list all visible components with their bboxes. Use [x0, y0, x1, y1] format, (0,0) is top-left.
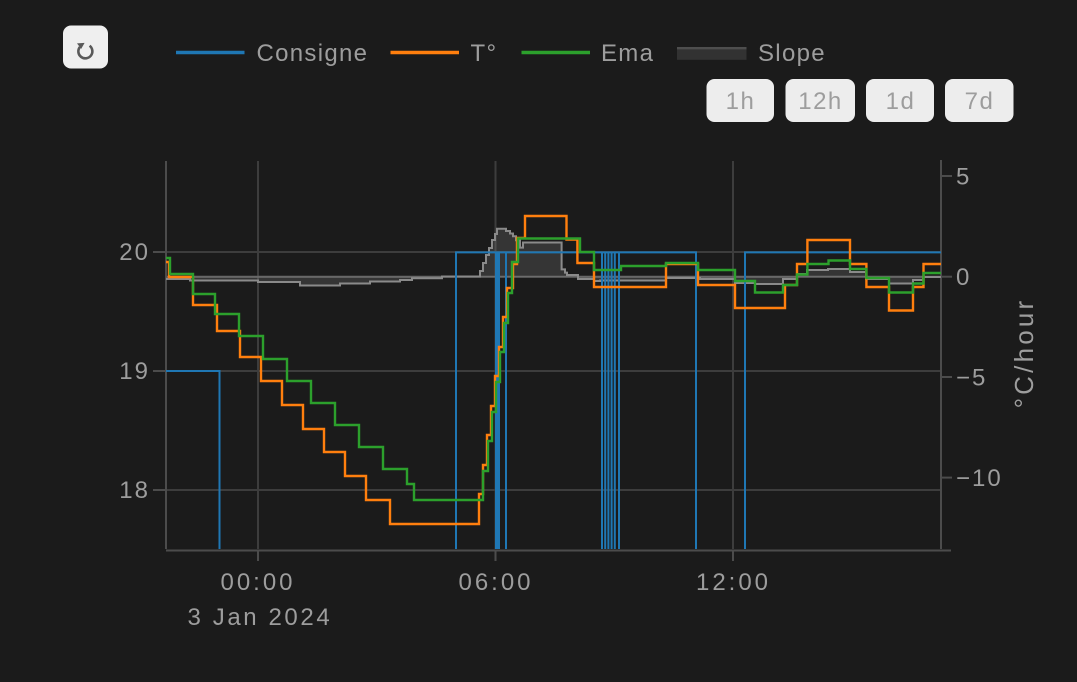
svg-text:0: 0 [956, 264, 971, 291]
svg-text:Slope: Slope [758, 40, 826, 67]
svg-text:Ema: Ema [601, 40, 654, 67]
svg-text:12h: 12h [798, 88, 843, 115]
svg-text:1h: 1h [726, 88, 756, 115]
svg-text:−10: −10 [956, 465, 1003, 492]
svg-text:20: 20 [119, 239, 150, 266]
svg-text:3 Jan 2024: 3 Jan 2024 [188, 604, 333, 631]
svg-text:19: 19 [119, 358, 150, 385]
svg-text:5: 5 [956, 164, 971, 191]
svg-text:18: 18 [119, 477, 150, 504]
svg-text:T°: T° [471, 40, 498, 67]
svg-text:−5: −5 [956, 365, 987, 392]
svg-text:00:00: 00:00 [220, 569, 295, 596]
svg-text:7d: 7d [965, 88, 995, 115]
svg-text:1d: 1d [886, 88, 916, 115]
svg-text:06:00: 06:00 [458, 569, 533, 596]
svg-text:Consigne: Consigne [257, 40, 369, 67]
svg-text:12:00: 12:00 [696, 569, 771, 596]
svg-text:°C/hour: °C/hour [1009, 298, 1039, 409]
